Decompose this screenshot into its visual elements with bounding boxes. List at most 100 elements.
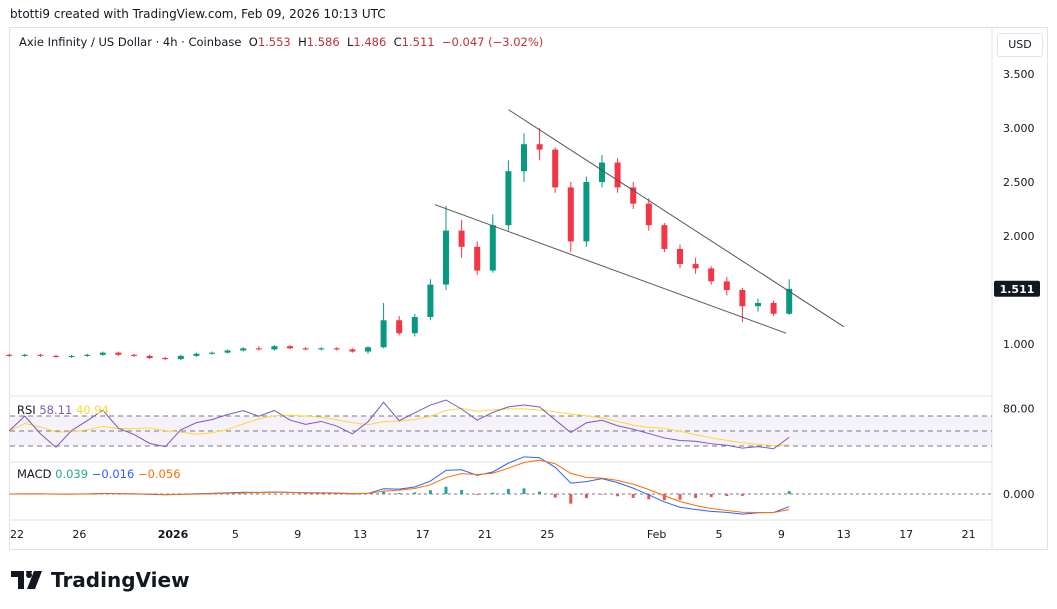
candle <box>692 257 699 274</box>
tradingview-logo-icon <box>11 571 42 589</box>
macd-axis-label: 0.000 <box>1003 488 1035 501</box>
macd-label: MACD <box>17 467 52 481</box>
candle-body <box>723 281 730 290</box>
macd-histogram-bar <box>506 488 510 494</box>
candle <box>755 298 761 312</box>
candle <box>630 182 637 209</box>
candle <box>723 277 730 296</box>
macd-histogram-bar <box>428 490 432 494</box>
candle-body <box>521 144 527 172</box>
candle <box>645 198 652 231</box>
price-tick-label: 3.500 <box>1003 68 1035 81</box>
macd-histogram-bar <box>413 492 417 494</box>
candle-body <box>489 225 496 271</box>
rsi-label: RSI <box>17 403 36 417</box>
currency-button[interactable]: USD <box>997 33 1043 57</box>
macd-histogram-bar <box>647 494 651 500</box>
trendline <box>434 204 787 334</box>
time-tick-label: 25 <box>540 528 554 541</box>
macd-line <box>9 456 790 515</box>
price-tick-label: 2.500 <box>1003 176 1035 189</box>
candle <box>224 349 231 354</box>
candle <box>599 155 605 188</box>
candle-body <box>177 355 184 360</box>
candle <box>99 351 106 356</box>
macd-histogram-bar <box>725 494 729 496</box>
rsi-line <box>8 399 790 450</box>
candle-body <box>505 171 512 226</box>
candle <box>131 353 137 357</box>
rsi-value: 58.11 <box>39 403 73 417</box>
candle-body <box>53 355 59 357</box>
macd-histogram-bar <box>382 491 386 494</box>
time-tick-label: 5 <box>716 528 723 541</box>
price-tick-label: 2.000 <box>1003 230 1035 243</box>
candle <box>255 346 262 351</box>
candle-body <box>739 290 746 307</box>
candle-body <box>68 355 75 357</box>
time-tick-label: 2026 <box>158 528 189 541</box>
candle <box>177 354 184 361</box>
candle <box>661 223 668 253</box>
rsi-axis-label: 80.00 <box>1003 403 1035 416</box>
time-tick-label: 17 <box>416 528 430 541</box>
candle <box>84 353 91 357</box>
macd-histogram-bar <box>569 494 573 504</box>
low-label: L <box>346 35 354 49</box>
close-value: 1.511 <box>401 35 435 49</box>
macd-hist-value: 0.039 <box>55 467 89 481</box>
macd-histogram-bar <box>709 494 713 497</box>
candle <box>583 176 590 247</box>
candle-body <box>287 346 293 349</box>
candle-body <box>318 348 325 350</box>
candle <box>677 244 683 269</box>
candle-body <box>411 317 418 334</box>
time-tick-label: 21 <box>962 528 976 541</box>
time-tick-label: 13 <box>353 528 367 541</box>
candle <box>115 351 122 356</box>
open-label: O <box>248 35 258 49</box>
tradingview-logo[interactable]: TradingView <box>11 568 190 592</box>
candle <box>271 345 278 351</box>
candle-body <box>427 284 434 317</box>
candle <box>536 128 543 161</box>
macd-histogram-bar <box>631 494 635 498</box>
macd-histogram-bar <box>444 486 448 494</box>
macd-histogram-bar <box>662 494 666 501</box>
candle-body <box>552 149 559 188</box>
candle <box>162 356 169 361</box>
price-tick-label: 1.000 <box>1003 338 1035 351</box>
macd-histogram-bar <box>694 494 698 498</box>
high-label: H <box>298 35 307 49</box>
macd-histogram-bar <box>740 494 744 496</box>
time-tick-label: 9 <box>778 528 785 541</box>
macd-histogram-bar <box>397 493 401 494</box>
candle <box>318 347 325 351</box>
candle-body <box>645 203 652 226</box>
time-tick-label: 17 <box>899 528 913 541</box>
rsi-legend: RSI 58.11 40.94 <box>17 403 109 417</box>
candle-body <box>708 268 715 282</box>
candle <box>396 315 403 336</box>
candle-body <box>614 162 621 188</box>
candle <box>37 353 44 357</box>
candle-body <box>599 162 605 182</box>
symbol-title: Axie Infinity / US Dollar · 4h · Coinbas… <box>19 35 242 49</box>
candle-body <box>333 348 340 350</box>
candle-body <box>458 230 465 247</box>
candle <box>443 205 449 290</box>
time-tick-label: 13 <box>837 528 851 541</box>
candle <box>708 266 715 285</box>
time-tick-label: 21 <box>478 528 492 541</box>
candle-body <box>6 354 13 356</box>
candle-body <box>692 264 699 269</box>
candle-body <box>224 350 231 353</box>
time-tick-label: 22 <box>10 528 24 541</box>
candle-body <box>474 246 481 271</box>
candle-body <box>677 248 683 265</box>
candle <box>302 347 309 351</box>
macd-histogram-bar <box>600 494 604 495</box>
candle-body <box>37 354 44 356</box>
candle-body <box>567 187 574 242</box>
